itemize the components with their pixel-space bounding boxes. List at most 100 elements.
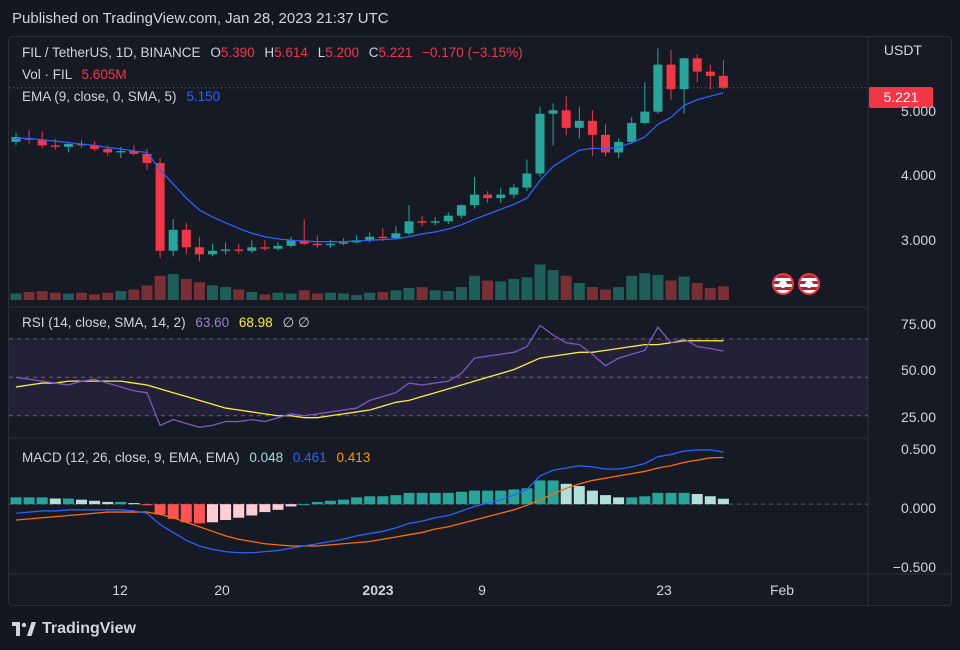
macd-histogram-bar [285, 504, 297, 507]
macd-histogram-bar [626, 497, 638, 505]
us-flag-event-icon[interactable] [772, 273, 794, 295]
rsi-value: 63.60 [195, 315, 230, 330]
us-flag-event-icon[interactable] [798, 273, 820, 295]
high-label: H [264, 45, 275, 60]
macd-histogram-bar [167, 504, 179, 519]
rsi-label: RSI (14, close, SMA, 14, 2) [22, 315, 186, 330]
rsi-tick-label: 25.00 [900, 409, 936, 425]
macd-histogram-bar [560, 483, 572, 505]
volume-bar [573, 283, 585, 300]
volume-bar [665, 280, 677, 300]
x-tick-label: Feb [769, 582, 795, 598]
volume-bar [167, 274, 179, 300]
volume-bar [390, 290, 402, 300]
macd-histogram-bar [193, 504, 205, 524]
candle-body [666, 64, 676, 90]
candle-body [155, 162, 165, 251]
volume-bar [442, 291, 454, 300]
volume-bar [717, 286, 729, 300]
candle-body [63, 144, 73, 147]
volume-bar [586, 287, 598, 300]
macd-signal-value: 0.413 [336, 450, 371, 465]
macd-histogram-bar [272, 504, 284, 510]
high-value: 5.614 [274, 45, 308, 60]
macd-histogram-bar [364, 496, 376, 505]
low-label: L [317, 45, 326, 60]
macd-histogram-bar [36, 497, 48, 505]
candle-body [509, 187, 519, 195]
macd-label: MACD (12, 26, close, 9, EMA, EMA) [22, 450, 240, 465]
volume-bar [613, 287, 625, 300]
candle-body [679, 58, 689, 90]
rsi-line [15, 324, 724, 428]
candle-body [470, 194, 479, 206]
change-value: −0.170 (−3.15%) [422, 45, 523, 60]
volume-bar [678, 276, 690, 300]
candle-body [221, 249, 231, 251]
macd-histogram-bar [403, 492, 415, 505]
macd-histogram-bar [455, 491, 467, 505]
macd-histogram-bar [652, 492, 664, 505]
macd-histogram-bar [613, 497, 625, 505]
macd-histogram-bar [311, 501, 323, 505]
close-value: 5.221 [378, 45, 413, 60]
candle-body [103, 148, 113, 153]
volume-bar [338, 293, 349, 300]
close-label: C [368, 45, 379, 60]
macd-histogram-bar [23, 497, 35, 505]
macd-legend: MACD (12, 26, close, 9, EMA, EMA) 0.048 … [22, 450, 370, 465]
tradingview-logo[interactable]: TradingView [12, 620, 136, 638]
macd-histogram-bar [534, 480, 546, 505]
macd-histogram-bar [89, 500, 101, 505]
candle-body [548, 110, 558, 114]
low-value: 5.200 [325, 45, 360, 60]
macd-histogram-bar [390, 495, 402, 505]
macd-histogram-bar [665, 492, 677, 505]
volume-bar [89, 294, 101, 300]
candle-body [234, 249, 244, 251]
volume-bar [246, 291, 258, 300]
candle-body [430, 221, 440, 223]
candle-body [627, 122, 637, 142]
macd-histogram-bar [586, 490, 598, 505]
macd-histogram-bar [220, 504, 232, 520]
macd-histogram-bar [180, 504, 192, 523]
candle-body [601, 134, 610, 153]
candle-body [286, 240, 296, 246]
rsi-ma-line [15, 340, 724, 419]
x-tick-label: 20 [214, 582, 230, 598]
macd-histogram-bar [141, 504, 153, 506]
candle-body [77, 144, 86, 146]
price-tick-label: 3.000 [900, 232, 936, 248]
candle-body [129, 151, 139, 154]
candle-body [522, 173, 532, 188]
macd-histogram-bar [324, 500, 336, 505]
candle-body [24, 138, 34, 140]
macd-value: 0.461 [292, 450, 327, 465]
candle-body [50, 145, 60, 147]
macd-histogram-bar [102, 501, 114, 505]
volume-bar [102, 292, 114, 300]
candle-body [640, 111, 650, 123]
candle-body [273, 245, 283, 249]
volume-bar [259, 294, 271, 300]
rsi-tick-label: 50.00 [900, 362, 936, 378]
volume-bar [455, 287, 467, 300]
volume-bar [311, 293, 323, 300]
candle-body [417, 221, 427, 223]
price-tick-label: 4.000 [900, 167, 936, 183]
volume-bar [10, 293, 22, 300]
volume-bar [324, 292, 336, 300]
macd-histogram-bar [508, 489, 520, 505]
macd-line [15, 449, 724, 554]
macd-histogram-bar [704, 496, 716, 505]
candle-body [181, 229, 191, 248]
candle-body [574, 120, 584, 128]
macd-tick-label: 0.000 [900, 500, 936, 516]
macd-histogram-bar [246, 504, 258, 516]
candle-body [705, 71, 715, 76]
volume-bar [36, 291, 48, 300]
volume-bar [207, 285, 218, 300]
macd-histogram-bar [429, 492, 441, 505]
